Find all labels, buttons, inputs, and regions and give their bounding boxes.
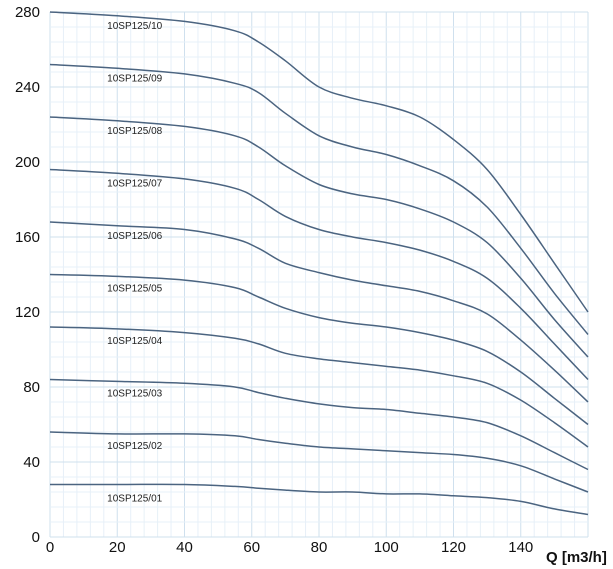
x-tick-label: 120 [441,539,466,556]
x-tick-label: 100 [374,539,399,556]
series-label-8: 10SP125/03 [107,389,162,400]
y-tick-labels: 0 40 80 120 160 200 240 280 [15,4,40,546]
y-tick-label: 80 [23,379,40,396]
series-label-10: 10SP125/01 [107,494,162,505]
y-tick-label: 240 [15,79,40,96]
x-tick-label: 40 [176,539,193,556]
series-label-1: 10SP125/10 [107,21,162,32]
series-label-2: 10SP125/09 [107,74,162,85]
y-tick-label: 120 [15,304,40,321]
x-axis-title: Q [m3/h] [546,549,607,566]
series-label-9: 10SP125/02 [107,441,162,452]
series-label-7: 10SP125/04 [107,336,162,347]
x-tick-labels: 0 20 40 60 80 100 120 140 [46,539,533,556]
y-tick-label: 200 [15,154,40,171]
y-tick-label: 280 [15,4,40,21]
series-label-3: 10SP125/08 [107,126,162,137]
grid [50,12,588,537]
x-tick-label: 80 [311,539,328,556]
x-tick-label: 20 [109,539,126,556]
x-tick-label: 60 [243,539,260,556]
series-label-5: 10SP125/06 [107,231,162,242]
y-tick-label: 160 [15,229,40,246]
series-label-6: 10SP125/05 [107,284,162,295]
y-tick-label: 40 [23,454,40,471]
x-tick-label: 140 [508,539,533,556]
series-label-4: 10SP125/07 [107,179,162,190]
y-tick-label: 0 [32,529,40,546]
x-tick-label: 0 [46,539,54,556]
